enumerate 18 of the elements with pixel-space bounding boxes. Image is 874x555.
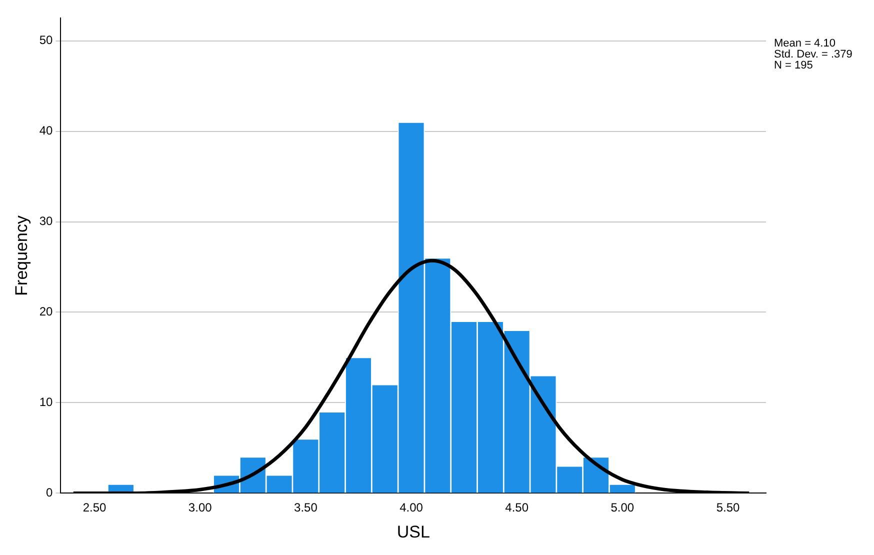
x-tick-label: 5.00 [610, 500, 634, 515]
text: Std. Dev. = .379 [774, 48, 852, 61]
x-axis-title: USL [396, 522, 430, 542]
x-tick-label: 3.50 [294, 500, 318, 515]
y-tick-label: 40 [39, 124, 54, 138]
text: N = 195 [774, 60, 813, 72]
y-tick-label: 50 [39, 33, 54, 48]
y-axis-title: Frequency [12, 215, 31, 296]
x-tick-label: 4.50 [505, 500, 529, 515]
x-tick-label: 2.50 [82, 500, 107, 515]
text: Mean = 4.10 [774, 38, 836, 50]
x-tick-label: 5.50 [716, 500, 740, 515]
y-tick-label: 30 [39, 214, 54, 228]
y-tick-label: 20 [39, 304, 54, 319]
x-tick-label: 3.00 [188, 500, 212, 515]
y-tick-label: 0 [46, 486, 54, 500]
x-tick-label: 4.00 [400, 500, 424, 515]
y-tick-label: 10 [39, 395, 54, 410]
